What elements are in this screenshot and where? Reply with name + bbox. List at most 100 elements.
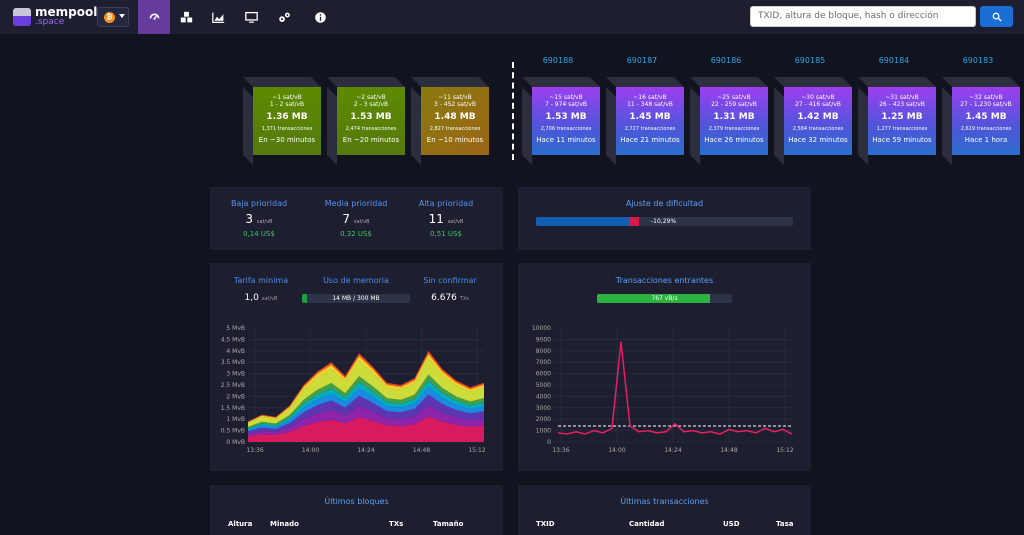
nav-settings[interactable] xyxy=(268,0,300,34)
block-fee: ~31 sat/vB xyxy=(885,94,919,101)
graphs-icon xyxy=(211,12,224,23)
min-fee-value: 1,0 sat/vB xyxy=(244,293,278,303)
mempool-chart-y-tick: 3.5 MvB xyxy=(221,359,245,366)
nav-about[interactable] xyxy=(304,0,336,34)
block-side xyxy=(942,87,952,165)
block-top xyxy=(327,77,405,87)
block-fee: ~30 sat/vB xyxy=(801,94,835,101)
top-navbar: mempool .space ₿ TXID, altura de bloque,… xyxy=(0,0,1024,34)
incoming-tx-title: Transacciones entrantes xyxy=(615,276,714,285)
nav-tv[interactable] xyxy=(235,0,267,34)
memory-usage-bar: 14 MB / 300 MB xyxy=(302,294,410,303)
incoming-chart-x-tick: 15:12 xyxy=(776,447,793,454)
vbytes-rate-fill xyxy=(597,294,711,303)
block-size: 1.48 MB xyxy=(434,112,476,122)
search-input[interactable]: TXID, altura de bloque, hash o dirección xyxy=(750,6,976,27)
mempool-fee-layer xyxy=(248,405,484,437)
mined-block[interactable]: ~31 sat/vB 26 - 423 sat/vB 1.25 MB 1,277… xyxy=(858,87,936,155)
difficulty-marker xyxy=(628,217,639,226)
projected-block[interactable]: ~1 sat/vB 1 - 2 sat/vB 1.36 MB 1,371 tra… xyxy=(243,87,321,155)
incoming-chart-y-tick: 10000 xyxy=(532,325,551,332)
incoming-chart-y-tick: 2000 xyxy=(536,416,551,423)
mempool-chart-y-tick: 2 MvB xyxy=(226,393,245,400)
block-size: 1.53 MB xyxy=(350,112,392,122)
vbytes-rate-bar: 767 vB/s xyxy=(597,294,732,303)
memory-usage-fill xyxy=(302,294,308,303)
block-fee-range: 1 - 2 sat/vB xyxy=(269,101,305,108)
projected-block[interactable]: ~11 sat/vB 3 - 452 sat/vB 1.48 MB 2,827 … xyxy=(411,87,489,155)
difficulty-progress-fill xyxy=(536,217,629,226)
mempool-fee-layer xyxy=(248,358,484,427)
difficulty-progress-bar: -10,29% xyxy=(536,217,793,226)
nav-dashboard[interactable] xyxy=(138,0,170,34)
nav-blocks[interactable] xyxy=(170,0,202,34)
block-face: ~2 sat/vB 2 - 3 sat/vB 1.53 MB 2,474 tra… xyxy=(337,87,405,155)
incoming-tx-line xyxy=(557,341,793,435)
block-fee-range: 26 - 423 sat/vB xyxy=(879,101,925,108)
block-height-link[interactable]: 690187 xyxy=(626,56,658,65)
block-age: Hace 11 minutos xyxy=(536,136,596,144)
mined-block[interactable]: ~30 sat/vB 27 - 416 sat/vB 1.42 MB 2,584… xyxy=(774,87,852,155)
block-side xyxy=(606,87,616,165)
block-height-link[interactable]: 690186 xyxy=(710,56,742,65)
logo-name: mempool xyxy=(35,5,98,19)
block-top xyxy=(942,77,1020,87)
block-fee: ~1 sat/vB xyxy=(272,94,302,101)
search-icon xyxy=(992,12,1002,22)
block-height-link[interactable]: 690185 xyxy=(794,56,826,65)
block-side xyxy=(690,87,700,165)
block-size: 1.36 MB xyxy=(266,112,308,122)
block-height-link[interactable]: 690188 xyxy=(542,56,574,65)
nav-graphs[interactable] xyxy=(202,0,234,34)
fees-card xyxy=(210,187,503,250)
min-fee-label: Tarifa mínima xyxy=(233,276,289,285)
mempool-chart-y-tick: 0.5 MvB xyxy=(221,428,245,435)
memory-usage-label: Uso de memoria xyxy=(323,276,389,285)
block-face: ~1 sat/vB 1 - 2 sat/vB 1.36 MB 1,371 tra… xyxy=(253,87,321,155)
network-selector-button[interactable]: ₿ xyxy=(97,7,129,27)
mempool-logo[interactable]: mempool .space xyxy=(13,5,97,28)
block-tx-count: 2,619 transacciones xyxy=(960,126,1012,132)
mined-block[interactable]: ~15 sat/vB 7 - 974 sat/vB 1.53 MB 2,706 … xyxy=(522,87,600,155)
mempool-fee-layer xyxy=(248,374,484,429)
incoming-tx-chart: 0 1000 2000 3000 4000 5000 6000 7000 8000 9000 100… xyxy=(532,325,794,454)
block-fee-range: 11 - 348 sat/vB xyxy=(627,101,673,108)
block-fee: ~2 sat/vB xyxy=(356,94,386,101)
col-amount: Cantidad xyxy=(629,520,665,528)
low-priority-label: Baja prioridad xyxy=(230,199,288,208)
block-top xyxy=(606,77,684,87)
dashboard-icon xyxy=(149,12,159,20)
block-fee-range: 7 - 974 sat/vB xyxy=(545,101,587,108)
block-tx-count: 1,371 transacciones xyxy=(261,126,313,132)
block-fee: ~16 sat/vB xyxy=(633,94,667,101)
block-tx-count: 2,827 transacciones xyxy=(429,126,481,132)
incoming-chart-x-tick: 13:36 xyxy=(552,447,569,454)
mined-block[interactable]: ~32 sat/vB 27 - 1,230 sat/vB 1.45 MB 2,6… xyxy=(942,87,1020,155)
search-button[interactable] xyxy=(980,6,1013,27)
block-fee-range: 27 - 1,230 sat/vB xyxy=(960,101,1012,108)
logo-mark-icon xyxy=(13,8,31,26)
block-size: 1.45 MB xyxy=(629,112,671,122)
block-tx-count: 2,379 transacciones xyxy=(708,126,760,132)
mined-block[interactable]: ~16 sat/vB 11 - 348 sat/vB 1.45 MB 2,727… xyxy=(606,87,684,155)
mempool-chart-x-tick: 15:12 xyxy=(468,447,485,454)
mined-block[interactable]: ~25 sat/vB 22 - 259 sat/vB 1.31 MB 2,379… xyxy=(690,87,768,155)
block-top xyxy=(690,77,768,87)
logo-suffix: .space xyxy=(35,17,65,27)
incoming-chart-y-tick: 6000 xyxy=(536,371,551,378)
col-rate: Tasa xyxy=(776,520,794,528)
latest-transactions-title: Últimas transacciones xyxy=(620,497,709,506)
latest-blocks-title: Últimos bloques xyxy=(324,497,389,506)
mempool-chart-y-tick: 1.5 MvB xyxy=(221,405,245,412)
block-height-link[interactable]: 690183 xyxy=(962,56,994,65)
block-size: 1.25 MB xyxy=(881,112,923,122)
block-height-link[interactable]: 690184 xyxy=(878,56,910,65)
block-top xyxy=(411,77,489,87)
difficulty-title: Ajuste de dificultad xyxy=(625,199,704,208)
unconfirmed-label: Sin confirmar xyxy=(423,276,477,285)
caret-down-icon xyxy=(119,14,125,18)
block-size: 1.53 MB xyxy=(545,112,587,122)
block-size: 1.45 MB xyxy=(965,112,1007,122)
projected-block[interactable]: ~2 sat/vB 2 - 3 sat/vB 1.53 MB 2,474 tra… xyxy=(327,87,405,155)
mempool-fee-layer xyxy=(248,380,484,430)
